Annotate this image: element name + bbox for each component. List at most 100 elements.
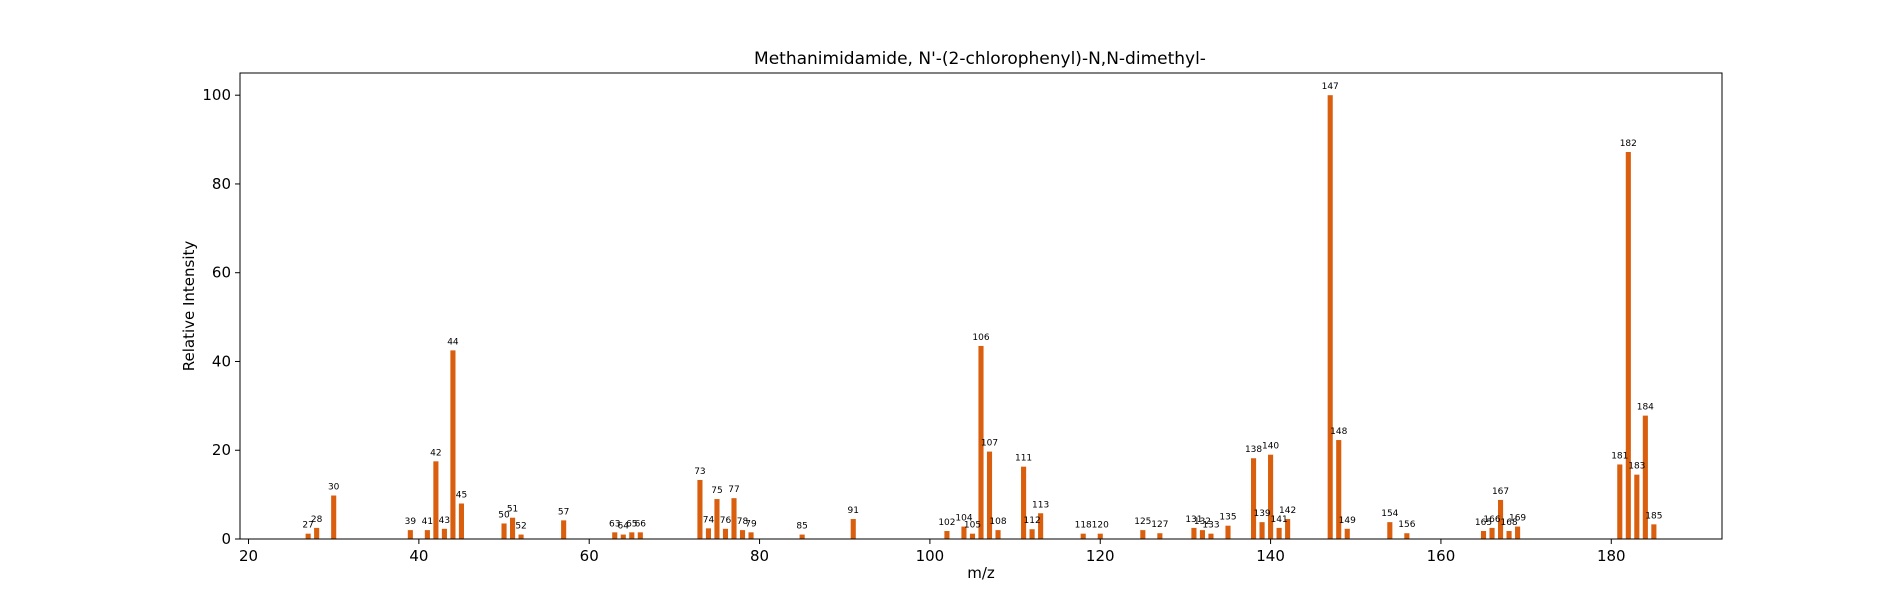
peak-label-91: 91 [848,506,859,516]
y-tick-label: 40 [212,352,231,370]
peak-bar-28 [314,527,320,539]
peak-bar-39 [407,530,413,539]
peak-label-182: 182 [1620,139,1637,149]
y-tick-label: 60 [212,264,231,282]
peak-bar-140 [1268,454,1274,539]
peak-label-74: 74 [703,515,715,525]
peak-bar-66 [637,532,643,539]
peak-bar-149 [1344,528,1350,539]
peak-label-106: 106 [972,333,989,343]
peak-label-75: 75 [711,486,722,496]
peak-bar-125 [1140,530,1146,539]
bars-group [305,95,1657,539]
peak-label-166: 166 [1483,515,1500,525]
peak-bar-65 [629,532,635,539]
peak-bar-168 [1506,531,1512,539]
peak-label-147: 147 [1322,82,1339,92]
peak-bar-169 [1515,526,1521,539]
peak-label-133: 133 [1202,521,1219,531]
peak-label-45: 45 [456,491,467,501]
peak-bar-64 [620,534,626,539]
peak-bar-131 [1191,527,1197,539]
peak-bar-75 [714,499,720,539]
peak-bar-57 [561,520,567,539]
peak-label-44: 44 [447,337,459,347]
peak-label-78: 78 [737,517,749,527]
peak-bar-182 [1625,152,1631,539]
peak-label-51: 51 [507,505,518,515]
peak-label-108: 108 [989,517,1006,527]
peak-label-139: 139 [1253,509,1270,519]
peak-label-113: 113 [1032,500,1049,510]
peak-label-73: 73 [694,467,705,477]
peak-label-184: 184 [1637,403,1654,413]
x-tick-label: 80 [750,547,769,565]
peak-label-76: 76 [720,516,732,526]
peak-label-181: 181 [1611,451,1628,461]
peak-label-85: 85 [796,522,807,532]
peak-bar-156 [1404,533,1410,539]
peak-bar-132 [1199,530,1205,539]
x-tick-label: 140 [1256,547,1285,565]
peak-bar-138 [1251,458,1257,539]
peak-bar-141 [1276,527,1282,539]
peak-label-148: 148 [1330,427,1347,437]
peak-bar-41 [424,530,430,539]
peak-label-138: 138 [1245,445,1262,455]
peak-label-132: 132 [1194,517,1211,527]
peak-label-30: 30 [328,483,340,493]
peak-label-104: 104 [955,514,972,524]
peak-label-107: 107 [981,439,998,449]
peak-label-131: 131 [1185,515,1202,525]
x-axis-label: m/z [967,564,995,582]
peak-label-50: 50 [498,510,510,520]
peak-bar-63 [612,532,618,539]
peak-label-77: 77 [728,485,739,495]
peak-bar-85 [799,534,805,539]
peak-label-112: 112 [1024,516,1041,526]
peak-bar-45 [458,503,464,539]
peak-label-52: 52 [515,522,526,532]
peak-label-27: 27 [302,521,313,531]
peak-bar-91 [850,519,856,539]
y-tick-label: 0 [221,530,231,548]
peak-label-41: 41 [422,517,433,527]
peak-label-125: 125 [1134,517,1151,527]
peak-bar-184 [1642,415,1648,539]
y-tick-label: 20 [212,441,231,459]
peak-label-156: 156 [1398,520,1415,530]
peak-bar-44 [450,350,456,539]
peak-bar-167 [1498,499,1504,539]
peak-label-63: 63 [609,519,620,529]
peak-bar-118 [1080,533,1086,539]
x-tick-label: 60 [580,547,599,565]
peak-bar-165 [1480,531,1487,539]
peak-bar-27 [305,533,311,539]
peak-bar-120 [1097,533,1103,539]
peak-label-169: 169 [1509,514,1526,524]
peak-bar-77 [731,498,737,539]
x-tick-label: 160 [1427,547,1456,565]
peak-label-28: 28 [311,515,323,525]
peak-bar-43 [441,528,447,539]
chart-title: Methanimidamide, N'-(2-chlorophenyl)-N,N… [754,49,1206,69]
peak-label-185: 185 [1645,511,1662,521]
peak-bar-112 [1029,529,1035,539]
peak-bar-104 [961,526,967,539]
y-tick-label: 100 [202,86,231,104]
peak-label-102: 102 [938,518,955,528]
peak-bar-142 [1285,519,1291,539]
peak-bar-185 [1651,524,1657,539]
peak-bar-166 [1489,527,1495,539]
plot-frame [239,72,1723,540]
peak-label-135: 135 [1219,513,1236,523]
peak-bar-139 [1259,522,1265,539]
peak-label-57: 57 [558,507,569,517]
peak-bar-52 [518,534,524,539]
peak-bar-147 [1327,95,1333,539]
peak-bar-148 [1336,440,1342,539]
x-tick-label: 180 [1597,547,1626,565]
peak-bar-50 [501,523,507,539]
peak-bar-127 [1157,533,1163,539]
x-tick-label: 100 [916,547,945,565]
